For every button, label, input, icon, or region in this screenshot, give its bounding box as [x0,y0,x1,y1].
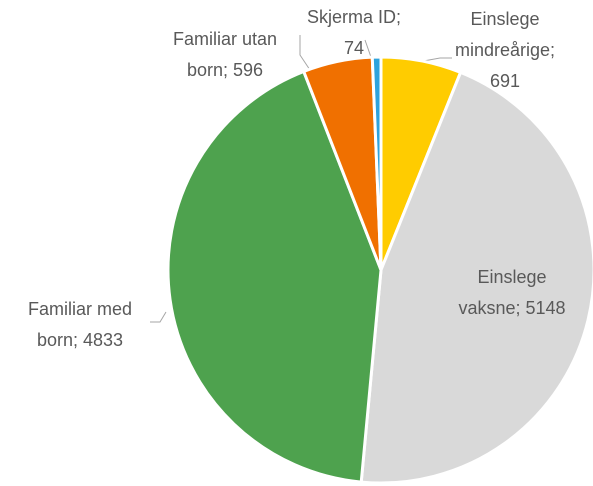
label-category: Skjerma ID [306,7,396,27]
label-separator: ; [550,40,556,60]
pie-slice [370,55,383,271]
data-label: Einslege vaksne; 5148 [448,262,576,324]
pie-slice [359,70,593,485]
label-value: 74 [343,38,365,58]
label-category: Familiar utan born [172,29,278,80]
label-separator: ; [72,330,83,350]
pie-slice [166,69,383,484]
data-label: Familiar utan born; 596 [158,24,293,86]
label-separator: ; [222,60,233,80]
label-category: Einslege mindreårige [454,9,551,60]
leader-line [299,35,311,71]
data-label-text: Familiar utan born; 596 [158,24,293,86]
data-label: Familiar med born; 4833 [15,294,145,356]
leader-line [150,311,167,323]
data-label: Einslege mindreårige; 691 [443,4,568,97]
label-separator: ; [515,298,526,318]
label-separator: ; [396,7,402,27]
data-label-text: Einslege mindreårige; 691 [443,4,568,97]
data-label: Skjerma ID; 74 [300,2,408,64]
label-value: 4833 [83,330,124,350]
label-category: Familiar med born [27,299,133,350]
data-label-text: Einslege vaksne; 5148 [448,262,576,324]
label-value: 596 [233,60,264,80]
data-label-text: Familiar med born; 4833 [15,294,145,356]
label-category: Einslege vaksne [458,267,547,318]
label-value: 5148 [525,298,566,318]
label-value: 691 [489,71,521,91]
data-label-text: Skjerma ID; 74 [300,2,408,64]
